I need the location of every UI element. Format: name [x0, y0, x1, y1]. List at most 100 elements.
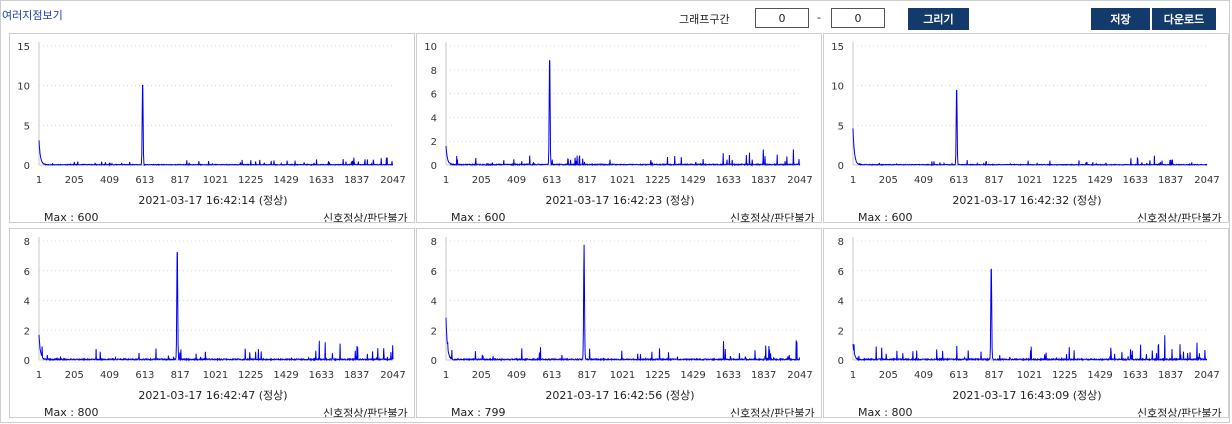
range-end-input[interactable]	[831, 8, 885, 28]
signal-trace	[38, 84, 394, 167]
x-tick-label: 1633	[716, 370, 741, 381]
x-tick-label: 1021	[610, 370, 635, 381]
signal-chart: 0 2 4 6 8 10 1 205 409 613 817 1021 1225 1429 1633 1837…	[424, 42, 813, 186]
x-tick-label: 1429	[1087, 175, 1112, 186]
chart-max-label: Max : 600	[44, 211, 99, 223]
chart-status: 신호정상/판단불가	[323, 212, 408, 223]
x-tick-label: 613	[949, 175, 968, 186]
y-tick-label: 0	[838, 356, 844, 367]
signal-trace	[852, 90, 1208, 167]
x-tick-label: 1837	[1158, 175, 1183, 186]
x-tick-label: 1	[443, 370, 449, 381]
y-tick-label: 4	[431, 113, 437, 124]
save-button[interactable]: 저장	[1091, 8, 1150, 30]
y-tick-label: 8	[431, 66, 437, 77]
x-tick-label: 1633	[1123, 370, 1148, 381]
x-tick-label: 1429	[273, 370, 298, 381]
x-tick-label: 205	[879, 175, 898, 186]
signal-trace	[852, 268, 1208, 362]
y-tick-label: 8	[24, 237, 30, 248]
x-tick-label: 613	[135, 175, 154, 186]
x-tick-label: 409	[507, 370, 526, 381]
chart-panel: 0 2 4 6 8 10 1 205 409 613 817 1021 1225 1429 1633 1837…	[416, 33, 822, 223]
chart-max-label: Max : 600	[451, 211, 506, 223]
signal-chart: 0 2 4 6 8 1 205 409 613 817 1021 1225 1429 1633 1837 20…	[838, 237, 1220, 381]
x-tick-label: 1429	[273, 175, 298, 186]
x-tick-label: 1	[36, 370, 42, 381]
x-tick-label: 817	[171, 175, 190, 186]
y-tick-label: 6	[838, 267, 844, 278]
x-tick-label: 1837	[1158, 370, 1183, 381]
x-tick-label: 1429	[1087, 370, 1112, 381]
x-tick-label: 817	[171, 370, 190, 381]
chart-panel: 0 5 10 15 1 205 409 613 817 1021 1225 1429 1633 1837 2…	[9, 33, 415, 223]
chart-max-label: Max : 600	[858, 211, 913, 223]
x-tick-label: 1837	[344, 370, 369, 381]
chart-timestamp: 2021-03-17 16:42:56 (정상)	[545, 389, 695, 402]
signal-chart: 0 5 10 15 1 205 409 613 817 1021 1225 1429 1633 1837 2…	[831, 42, 1220, 186]
x-tick-label: 1225	[645, 175, 670, 186]
x-tick-label: 1429	[680, 175, 705, 186]
chart-status: 신호정상/판단불가	[1137, 407, 1222, 418]
x-tick-label: 613	[542, 370, 561, 381]
x-tick-label: 205	[472, 370, 491, 381]
x-tick-label: 205	[879, 370, 898, 381]
chart-max-label: Max : 799	[451, 406, 506, 418]
x-tick-label: 1837	[751, 370, 776, 381]
x-tick-label: 409	[100, 370, 119, 381]
x-tick-label: 1633	[716, 175, 741, 186]
chart-panel: 0 5 10 15 1 205 409 613 817 1021 1225 1429 1633 1837 2…	[823, 33, 1229, 223]
chart-timestamp: 2021-03-17 16:43:09 (정상)	[952, 389, 1102, 402]
chart-status: 신호정상/판단불가	[730, 212, 815, 223]
x-tick-label: 205	[65, 370, 84, 381]
x-tick-label: 2047	[1194, 175, 1219, 186]
signal-chart: 0 2 4 6 8 1 205 409 613 817 1021 1225 1429 1633 1837 20…	[24, 237, 406, 381]
y-tick-label: 0	[431, 161, 437, 172]
download-button[interactable]: 다운로드	[1152, 8, 1216, 30]
x-tick-label: 1225	[238, 370, 263, 381]
x-tick-label: 1021	[1017, 175, 1042, 186]
chart-status: 신호정상/판단불가	[1137, 212, 1222, 223]
graph-range-label: 그래프구간	[679, 13, 730, 26]
signal-trace	[38, 251, 394, 362]
y-tick-label: 2	[24, 326, 30, 337]
x-tick-label: 205	[65, 175, 84, 186]
x-tick-label: 1837	[751, 175, 776, 186]
y-tick-label: 4	[431, 297, 437, 308]
signal-chart: 0 2 4 6 8 1 205 409 613 817 1021 1225 1429 1633 1837 20…	[431, 237, 813, 381]
draw-button[interactable]: 그리기	[908, 8, 969, 30]
x-tick-label: 2047	[787, 370, 812, 381]
y-tick-label: 8	[838, 237, 844, 248]
y-tick-label: 2	[431, 326, 437, 337]
x-tick-label: 1021	[610, 175, 635, 186]
x-tick-label: 613	[949, 370, 968, 381]
chart-status: 신호정상/판단불가	[730, 407, 815, 418]
y-tick-label: 0	[24, 356, 30, 367]
chart-max-label: Max : 800	[858, 406, 913, 418]
y-tick-label: 4	[24, 297, 30, 308]
x-tick-label: 1225	[238, 175, 263, 186]
x-tick-label: 1633	[309, 370, 334, 381]
y-tick-label: 0	[838, 161, 844, 172]
range-start-input[interactable]	[755, 8, 809, 28]
x-tick-label: 1633	[309, 175, 334, 186]
x-tick-label: 2047	[380, 370, 405, 381]
x-tick-label: 1225	[645, 370, 670, 381]
x-tick-label: 817	[578, 175, 597, 186]
chart-timestamp: 2021-03-17 16:42:23 (정상)	[545, 194, 695, 207]
x-tick-label: 1021	[1017, 370, 1042, 381]
range-separator: -	[817, 11, 821, 24]
x-tick-label: 817	[985, 175, 1004, 186]
x-tick-label: 613	[135, 370, 154, 381]
y-tick-label: 6	[24, 267, 30, 278]
y-tick-label: 5	[24, 121, 30, 132]
x-tick-label: 409	[507, 175, 526, 186]
y-tick-label: 10	[831, 82, 844, 93]
page-title: 여러지점보기	[2, 9, 63, 22]
y-tick-label: 10	[17, 82, 30, 93]
chart-timestamp: 2021-03-17 16:42:47 (정상)	[138, 389, 288, 402]
x-tick-label: 1021	[203, 175, 228, 186]
x-tick-label: 409	[100, 175, 119, 186]
x-tick-label: 1225	[1052, 370, 1077, 381]
x-tick-label: 1837	[344, 175, 369, 186]
